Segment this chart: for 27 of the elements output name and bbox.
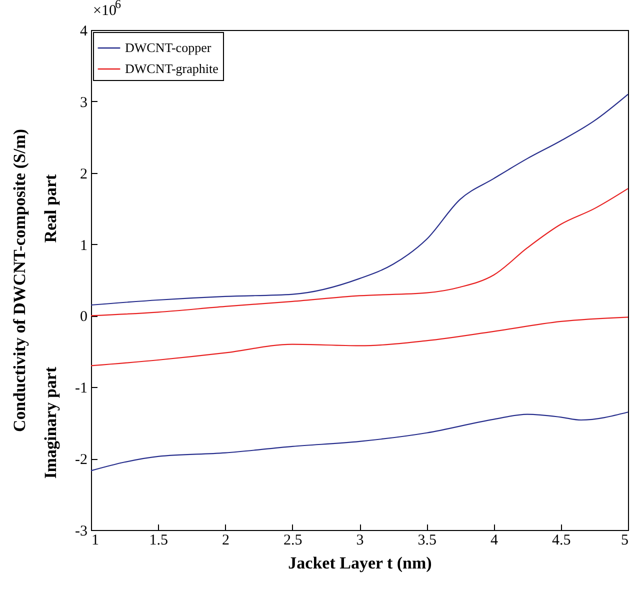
- x-tick-label: 4: [490, 532, 498, 548]
- text: Imaginary part: [41, 366, 60, 479]
- line-series: [90, 94, 629, 306]
- x-tick-label: 2: [222, 532, 230, 548]
- legend-label: DWCNT-graphite: [125, 61, 219, 76]
- y-axis-title: Conductivity of DWCNT-composite (S/m): [10, 128, 30, 432]
- x-tick-label: 1.5: [149, 532, 168, 548]
- y-tick-label: 3: [80, 94, 88, 111]
- y-tick-label: 0: [80, 309, 88, 326]
- y-tick-label: -2: [75, 452, 88, 468]
- text: Real part: [41, 174, 60, 243]
- y-tick-label: -3: [75, 524, 88, 540]
- x-tick-label: 3.5: [418, 532, 436, 548]
- y-tick-label: -1: [75, 380, 88, 397]
- x-tick-label: 4.5: [552, 532, 571, 548]
- y-tick-label: 1: [80, 238, 88, 254]
- legend-label: DWCNT-copper: [125, 40, 212, 55]
- x-tick-label: 1: [92, 532, 99, 548]
- line-series: [90, 316, 629, 366]
- x-axis-title: Jacket Layer t (nm): [288, 554, 432, 572]
- line-series: [90, 412, 629, 472]
- y-tick-label: 2: [80, 166, 88, 182]
- line-series: [90, 188, 629, 316]
- x-tick-label: 2.5: [284, 532, 302, 548]
- x-tick-label: 5: [621, 532, 628, 548]
- y-tick-label: 4: [80, 24, 88, 40]
- x-tick-label: 3: [356, 532, 364, 548]
